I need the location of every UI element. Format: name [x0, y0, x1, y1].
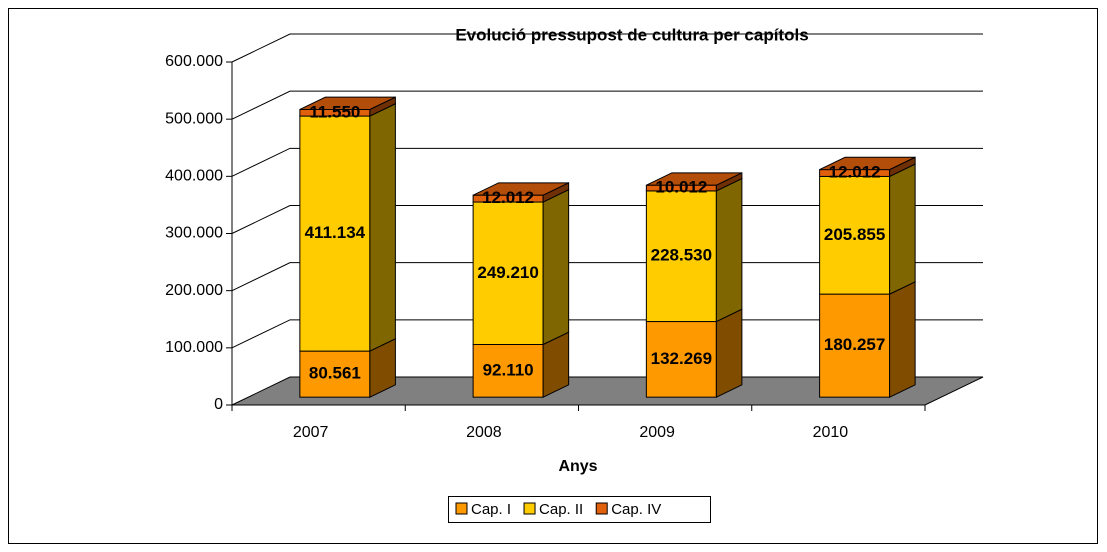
legend-swatch [455, 502, 468, 515]
y-tick-label: 100.000 [165, 339, 223, 356]
bar-side [889, 163, 916, 295]
bar-side [715, 308, 743, 398]
grid-line [231, 205, 983, 234]
bar-segment [299, 96, 396, 117]
y-tick-label: 0 [214, 396, 223, 413]
legend-label: Cap. II [539, 501, 583, 518]
bar-side [542, 188, 570, 346]
x-tick-label: 2008 [466, 424, 502, 441]
bar-front [472, 344, 544, 398]
grid-line [231, 319, 983, 349]
bar-front [472, 201, 544, 346]
bar-segment [299, 337, 396, 398]
bar-segment [472, 188, 570, 346]
bar-side [889, 280, 916, 398]
data-label: 92.110 [483, 360, 534, 379]
y-tick-label: 400.000 [165, 168, 223, 185]
data-label: 411.134 [305, 223, 366, 242]
bar-front [645, 321, 717, 398]
bar-segment [645, 308, 743, 398]
data-label: 12.012 [829, 162, 881, 181]
data-label: 205.855 [824, 225, 885, 244]
grid-line [231, 33, 983, 63]
data-label: 249.210 [477, 263, 538, 282]
bar-segment [819, 280, 916, 398]
bar-side [369, 102, 396, 352]
x-tick-label: 2010 [813, 424, 849, 441]
x-tick-label: 2009 [639, 424, 675, 441]
legend-label: Cap. IV [611, 501, 661, 518]
bar-segment [645, 177, 743, 323]
bar-top [819, 156, 916, 171]
data-label: 180.257 [824, 335, 885, 354]
bar-side [715, 177, 743, 323]
grid-line [231, 90, 983, 120]
bar-front [819, 175, 891, 295]
bar-front [645, 190, 717, 323]
y-tick-label: 200.000 [165, 282, 223, 299]
bar-segment [645, 172, 743, 192]
y-tick-label: 500.000 [165, 110, 223, 127]
y-tick-label: 300.000 [165, 225, 223, 242]
legend-swatch [595, 502, 608, 515]
data-label: 10.012 [655, 178, 707, 197]
x-axis-label: Anys [558, 458, 597, 475]
bar-segment [472, 182, 570, 203]
legend-box [448, 496, 711, 523]
grid-line [231, 147, 983, 177]
chart-title: Evolució pressupost de cultura per capít… [455, 25, 808, 44]
bar-top [299, 96, 396, 110]
bar-top [472, 182, 569, 196]
data-label: 12.012 [482, 188, 534, 207]
data-label: 228.530 [651, 246, 712, 265]
x-tick-label: 2007 [293, 424, 329, 441]
data-label: 80.561 [309, 364, 361, 383]
legend-swatch [523, 502, 536, 515]
y-tick-label: 600.000 [165, 53, 223, 70]
bar-top [646, 172, 743, 186]
grid-line [231, 262, 983, 292]
data-label: 11.550 [309, 102, 360, 121]
legend-label: Cap. I [471, 501, 511, 518]
bar-segment [819, 156, 916, 178]
legend: Cap. I Cap. II Cap. IV [448, 496, 711, 523]
bar-segment [819, 163, 916, 295]
data-label: 132.269 [651, 349, 712, 368]
bar-segment [472, 331, 570, 398]
